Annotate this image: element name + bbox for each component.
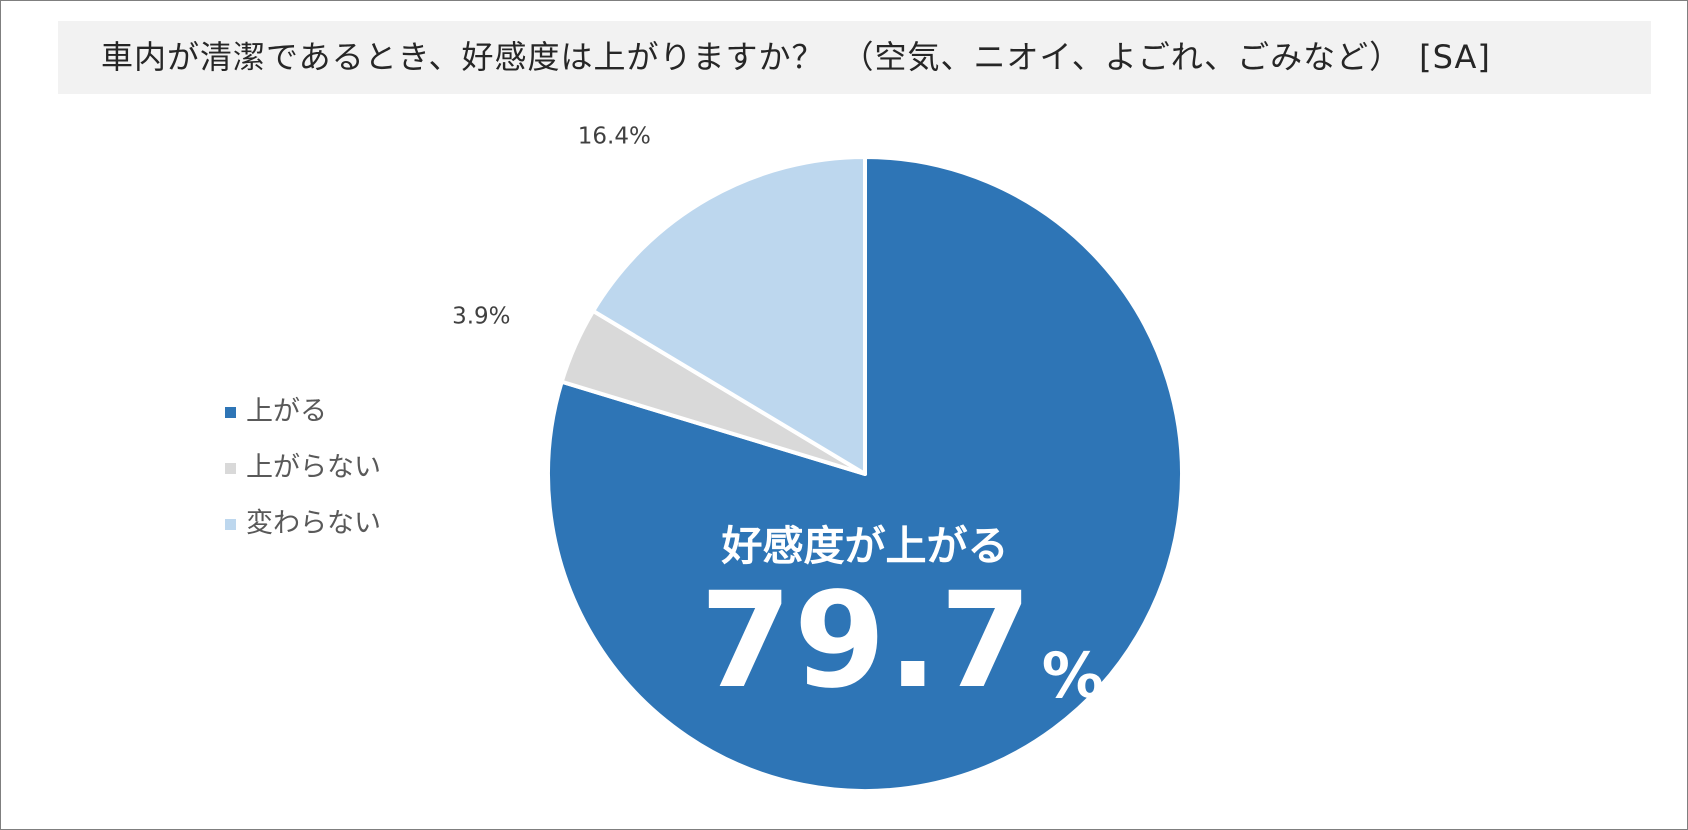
- legend-label-up: 上がる: [246, 396, 327, 427]
- legend-swatch-unchanged: [225, 519, 236, 530]
- callout-number: 79.7: [700, 564, 1034, 718]
- pie-slice-unchanged: [591, 155, 867, 476]
- legend-swatch-not-up: [225, 463, 236, 474]
- legend-swatch-up: [225, 407, 236, 418]
- legend-label-not-up: 上がらない: [246, 452, 381, 483]
- chart-title-bar: 車内が清潔であるとき、好感度は上がりますか？ （空気、ニオイ、よごれ、ごみなど）…: [58, 21, 1651, 94]
- callout-caption: 好感度が上がる: [721, 522, 1009, 570]
- callout-value: 79.7%: [700, 575, 1104, 707]
- chart-title: 車内が清潔であるとき、好感度は上がりますか？ （空気、ニオイ、よごれ、ごみなど）…: [101, 38, 1491, 76]
- data-label-unchanged: 16.4%: [578, 124, 651, 150]
- data-label-not-up: 3.9%: [452, 304, 510, 330]
- callout-unit: %: [1041, 639, 1104, 712]
- legend-label-unchanged: 変わらない: [246, 508, 381, 539]
